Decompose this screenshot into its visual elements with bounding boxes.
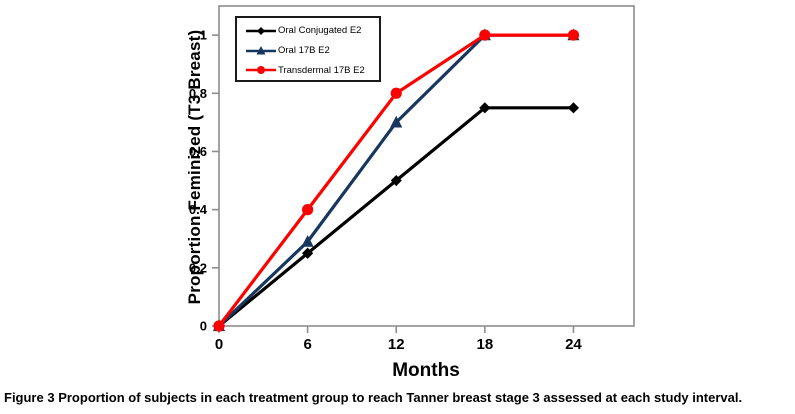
figure-caption-label: Figure 3	[4, 390, 55, 405]
legend-label: Transdermal 17B E2	[278, 64, 365, 76]
y-tick-label: 0	[200, 319, 207, 334]
series-line-diamond	[217, 106, 576, 328]
data-point-circle	[302, 204, 314, 216]
legend-marker-circle-icon	[246, 66, 276, 75]
plot-border	[218, 5, 635, 327]
legend-item: Oral 17B E2	[246, 41, 379, 61]
y-axis-title: Proportion Feminized (T3 Breast)	[185, 29, 204, 305]
legend-item: Oral Conjugated E2	[246, 21, 379, 41]
y-tick-label: 0.4	[189, 202, 208, 217]
x-tick-label: 0	[215, 336, 223, 353]
data-point-diamond	[390, 174, 402, 187]
data-point-triangle	[390, 115, 403, 128]
chart-svg: 0 0.2 0.4 0.6 0.8 1 0 6 12 18 24	[189, 5, 635, 353]
legend-label: Oral 17B E2	[278, 45, 330, 56]
legend-marker-diamond-icon	[246, 26, 276, 35]
legend-item: Transdermal 17B E2	[246, 60, 379, 80]
data-point-circle	[390, 87, 402, 99]
x-tick-label: 6	[303, 336, 311, 353]
data-point-diamond	[302, 247, 314, 259]
data-point-circle	[567, 29, 580, 41]
data-point-circle	[213, 320, 225, 332]
x-axis-title: Months	[392, 360, 460, 381]
x-tick-label: 24	[565, 336, 582, 353]
figure-caption-text: Proportion of subjects in each treatment…	[58, 390, 743, 405]
data-point-circle	[479, 29, 491, 41]
y-tick-label: 0.8	[189, 86, 207, 101]
data-point-diamond	[479, 102, 491, 114]
x-tick-label: 18	[476, 336, 493, 353]
y-tick-label: 1	[200, 28, 207, 43]
data-point-diamond	[567, 102, 580, 114]
y-tick-label: 0.2	[189, 260, 207, 275]
y-tick-label: 0.6	[189, 144, 207, 159]
x-tick-label: 12	[388, 336, 405, 353]
data-point-triangle	[301, 235, 314, 247]
legend-label: Oral Conjugated E2	[278, 25, 362, 37]
chart-legend: Oral Conjugated E2 Oral 17B E2 Transdermal…	[235, 16, 381, 82]
legend-marker-triangle-icon	[246, 45, 276, 54]
figure-caption: Figure 3 Proportion of subjects in each …	[4, 390, 794, 405]
